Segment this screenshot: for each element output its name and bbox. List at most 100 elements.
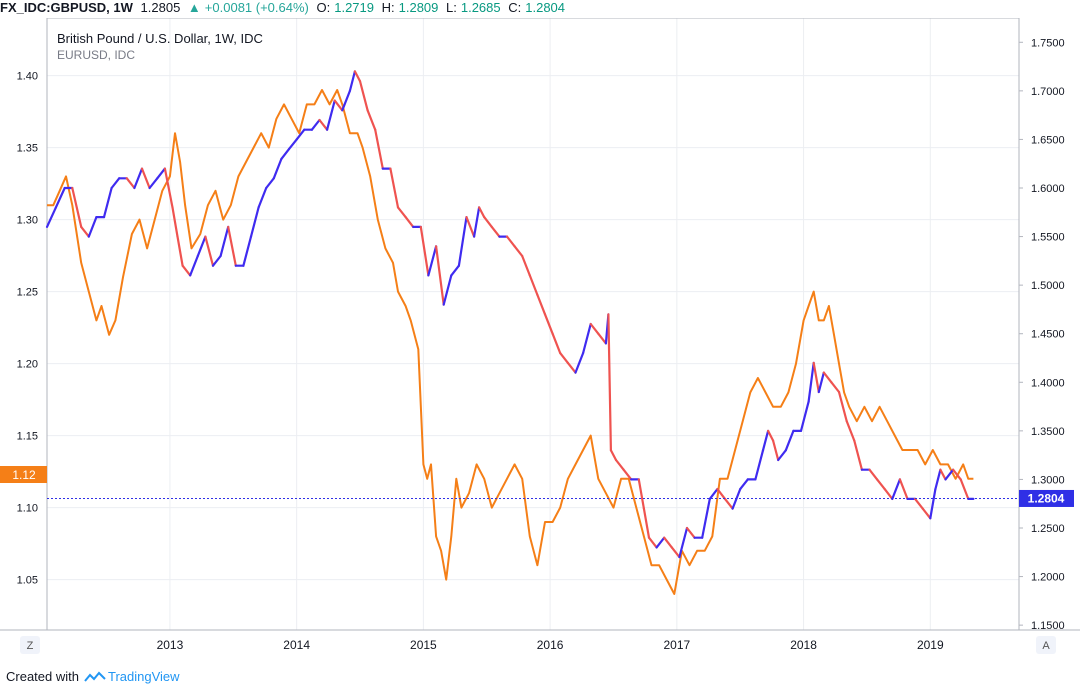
x-tick-label: 2017 xyxy=(663,638,690,652)
gbpusd-segment xyxy=(242,235,253,267)
gbpusd-segment xyxy=(898,478,909,500)
price-change: +0.0081 (+0.64%) xyxy=(204,0,309,15)
gbpusd-segment xyxy=(280,148,291,160)
gbpusd-segment xyxy=(366,109,377,131)
gbpusd-segment xyxy=(176,235,184,267)
gbpusd-segment xyxy=(272,157,283,180)
left-tick-label: 1.20 xyxy=(17,359,38,371)
chart-subtitle: EURUSD, IDC xyxy=(57,48,135,62)
high-label: H: xyxy=(381,0,395,15)
gbpusd-segment xyxy=(125,177,136,190)
grid xyxy=(47,18,1019,630)
gbpusd-segment xyxy=(913,497,924,510)
auto-scale-button-bg[interactable] xyxy=(1036,636,1056,654)
gbpusd-segment xyxy=(528,274,539,296)
gbpusd-segment xyxy=(607,313,613,452)
gbpusd-segment xyxy=(817,371,825,394)
gbpusd-segment xyxy=(171,206,179,238)
gbpusd-segment xyxy=(581,322,592,355)
gbpusd-segment xyxy=(771,439,780,462)
right-price-badge: 1.2804 xyxy=(1019,489,1074,507)
gbpusd-segment xyxy=(442,274,453,306)
right-tick-label: 1.6500 xyxy=(1031,134,1065,146)
scale-left-button-label[interactable]: Z xyxy=(27,640,34,652)
gbpusd-segment xyxy=(249,206,260,238)
gbpusd-segment xyxy=(140,167,151,190)
x-tick-label: 2019 xyxy=(917,638,944,652)
left-badge-text: 1.12 xyxy=(12,468,36,482)
last-price: 1.2805 xyxy=(140,0,181,15)
gbpusd-segment xyxy=(559,352,570,364)
scale-left-button[interactable]: Z xyxy=(20,636,40,654)
chart-header: FX_IDC:GBPUSD, 1W 1.2805 ▲ +0.0081 (+0.64… xyxy=(0,0,1080,18)
left-tick-label: 1.30 xyxy=(17,215,38,227)
gbpusd-segment xyxy=(642,507,651,539)
gbpusd-segment xyxy=(374,128,384,170)
close-label: C: xyxy=(508,0,522,15)
x-tick-label: 2015 xyxy=(410,638,437,652)
scale-left-button-bg[interactable] xyxy=(20,636,40,654)
open-label: O: xyxy=(316,0,331,15)
gbpusd-segment xyxy=(799,400,810,432)
gbpusd-segment xyxy=(574,352,585,374)
gbpusd-segment xyxy=(45,206,58,228)
time-axis[interactable]: 2013 2014 2015 2016 2017 2018 2019 xyxy=(157,638,944,652)
left-tick-label: 1.35 xyxy=(17,143,38,155)
right-tick-label: 1.7500 xyxy=(1031,37,1065,49)
right-tick-label: 1.5000 xyxy=(1031,280,1065,292)
left-axis[interactable]: 1.05 1.10 1.15 1.20 1.25 1.30 1.35 1.40 xyxy=(17,71,38,587)
gbpusd-segment xyxy=(868,468,879,481)
gbpusd-segment xyxy=(622,468,633,481)
gbpusd-segment xyxy=(457,216,468,267)
gbpusd-segment xyxy=(483,216,493,228)
x-tick-label: 2016 xyxy=(537,638,564,652)
low-value: 1.2685 xyxy=(460,0,501,15)
gbpusd-segment xyxy=(566,361,577,374)
gbpusd-segment xyxy=(921,507,932,520)
left-badge-background xyxy=(0,466,47,483)
gbpusd-segment xyxy=(777,449,787,462)
gbpusd-segment xyxy=(156,167,166,180)
gbpusd-segment xyxy=(348,70,356,93)
gbpusd-segment xyxy=(766,429,775,442)
gbpusd-segment xyxy=(761,429,770,452)
gbpusd-segment xyxy=(739,478,749,491)
close-value: 1.2804 xyxy=(525,0,566,15)
gbpusd-segment xyxy=(655,536,666,549)
gbpusd-segment xyxy=(219,225,230,258)
gbpusd-segment xyxy=(647,536,658,549)
gbpusd-segment xyxy=(685,526,696,539)
gbpusd-segment xyxy=(87,216,98,238)
gbpusd-segment xyxy=(513,245,524,258)
footer: Created with TradingView xyxy=(0,664,1080,687)
tradingview-brand[interactable]: TradingView xyxy=(108,669,180,684)
gbpusd-segment xyxy=(929,488,937,520)
gbpusd-segment xyxy=(716,488,727,500)
gbpusd-segment xyxy=(389,167,400,209)
left-tick-label: 1.25 xyxy=(17,287,38,299)
gbpusd-segment xyxy=(807,361,815,403)
right-tick-label: 1.6000 xyxy=(1031,183,1065,195)
gbpusd-segment xyxy=(708,488,719,500)
gbpusd-segment xyxy=(287,138,298,151)
gbpusd-segment xyxy=(784,429,795,452)
symbol-label[interactable]: FX_IDC:GBPUSD, 1W xyxy=(0,0,133,15)
created-with-label: Created with xyxy=(6,669,79,684)
gbpusd-segment xyxy=(473,206,481,238)
auto-scale-button-label[interactable]: A xyxy=(1042,640,1050,652)
low-label: L: xyxy=(446,0,457,15)
open-value: 1.2719 xyxy=(334,0,374,15)
tradingview-logo-icon[interactable] xyxy=(84,671,106,683)
right-axis[interactable]: 1.1500 1.2000 1.2500 1.3000 1.3500 1.4000 1.45… xyxy=(1019,37,1065,632)
gbpusd-segment xyxy=(54,186,66,209)
gbpusd-segment xyxy=(614,458,625,471)
gbpusd-segment xyxy=(609,449,618,462)
axes xyxy=(0,18,1080,631)
auto-scale-button[interactable]: A xyxy=(1036,636,1056,654)
price-chart[interactable]: 1.051.101.151.201.251.301.351.40 1.15001… xyxy=(0,18,1080,664)
gbpusd-segment xyxy=(310,118,321,131)
gbpusd-segment xyxy=(490,225,501,238)
gbpusd-segment xyxy=(597,332,608,345)
gbpusd-segment xyxy=(396,206,407,219)
gbpusd-segment xyxy=(189,254,199,277)
